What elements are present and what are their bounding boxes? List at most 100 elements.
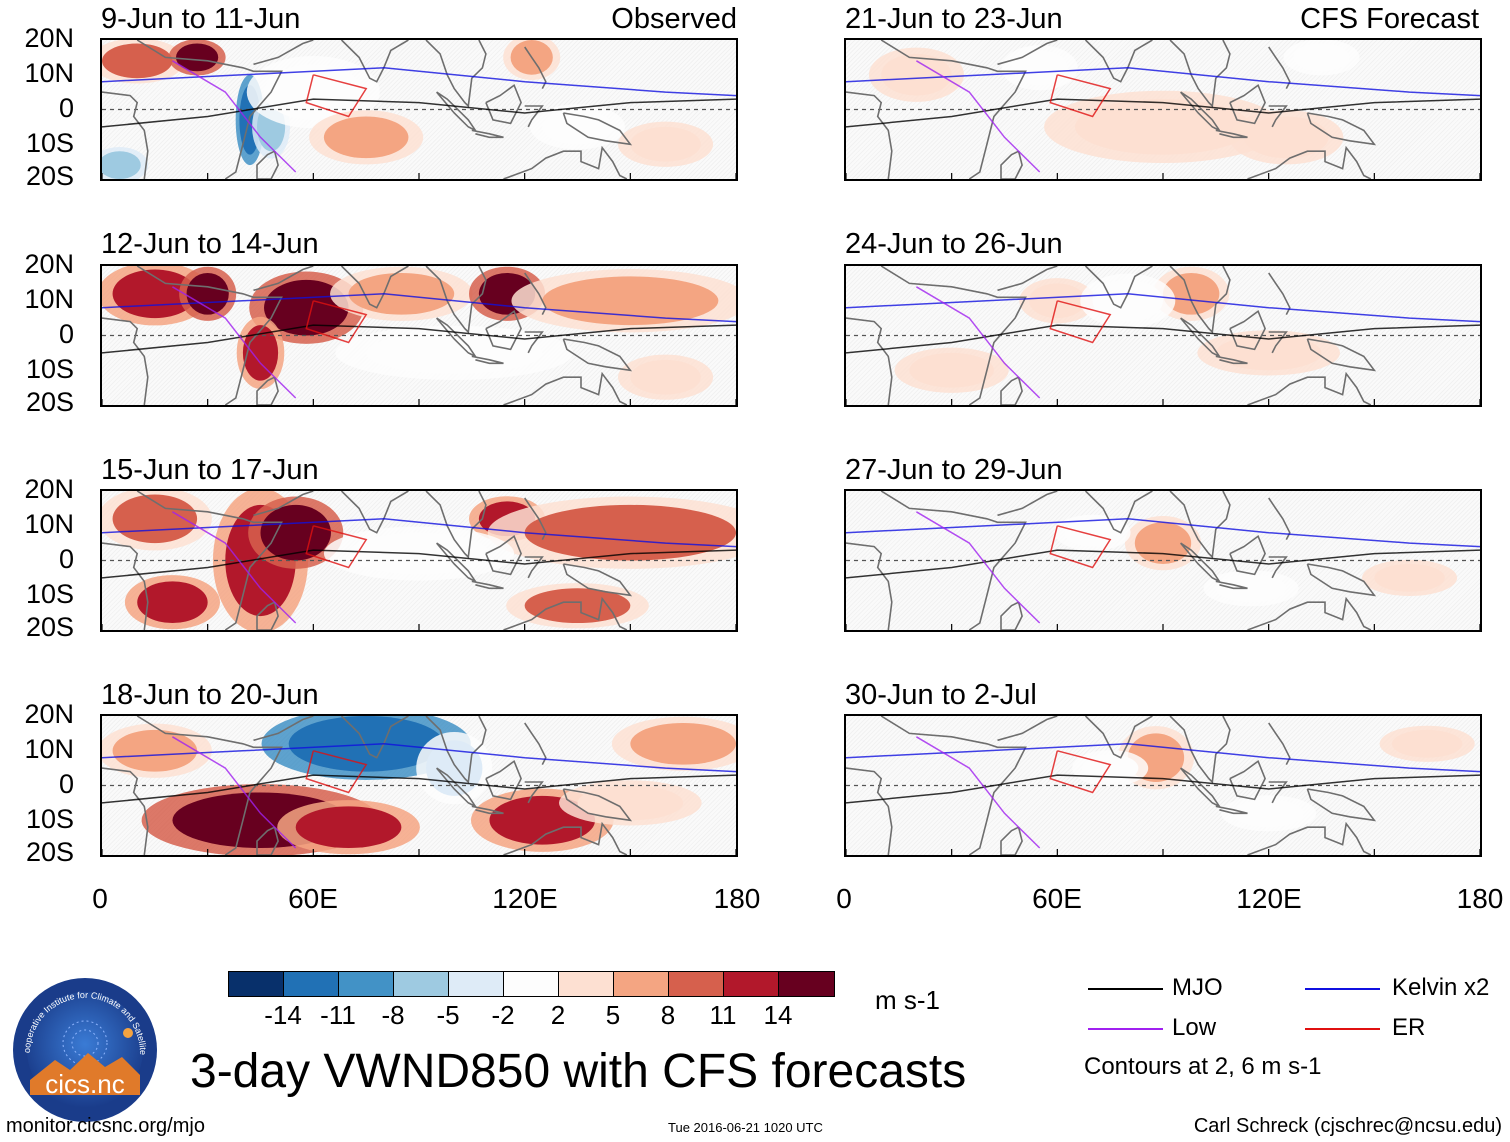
coastline xyxy=(880,716,1027,855)
wave-contour xyxy=(916,736,1041,849)
wave-contour xyxy=(305,750,368,794)
anomaly-blob xyxy=(577,785,684,821)
coastline xyxy=(1268,331,1288,354)
coastline xyxy=(1268,497,1291,540)
map-panel-7 xyxy=(844,489,1482,632)
legend-label-kelvin: Kelvin x2 xyxy=(1392,974,1490,1001)
wave-contour xyxy=(846,98,1480,128)
colorbar-swatch xyxy=(284,972,339,996)
lat-tick-label: 10S xyxy=(25,579,74,609)
lat-tick-label: 10S xyxy=(25,804,74,834)
colorbar-swatch xyxy=(229,972,284,996)
colorbar-tick-label: 14 xyxy=(763,1000,793,1030)
anomaly-blob xyxy=(348,272,455,315)
anomaly-blob xyxy=(1215,335,1322,371)
coastline xyxy=(102,317,149,405)
anomaly-blob xyxy=(630,722,736,765)
panel-title-2: 12-Jun to 14-Jun xyxy=(101,228,319,260)
coastline xyxy=(1169,716,1231,784)
coastline xyxy=(997,266,1058,292)
anomaly-blob xyxy=(1244,116,1329,159)
colorbar-tick-label: -5 xyxy=(436,1000,460,1030)
coastline xyxy=(136,40,283,179)
anomaly-blob xyxy=(1374,563,1445,592)
coastline xyxy=(253,40,314,66)
wave-contour xyxy=(846,518,1480,548)
legend-line-mjo xyxy=(1088,988,1163,990)
coastline xyxy=(425,716,487,784)
panel-title-8: 30-Jun to 2-Jul xyxy=(845,679,1037,711)
coastline xyxy=(562,563,633,597)
anomaly-blob xyxy=(909,352,994,388)
anomaly-blob xyxy=(542,276,719,326)
panel-tag-forecast: CFS Forecast xyxy=(1300,3,1479,35)
coastline xyxy=(485,83,522,125)
lat-tick-label: 10N xyxy=(24,734,74,764)
coastline xyxy=(471,355,504,365)
map-panel-8 xyxy=(844,714,1482,857)
lat-tick-label: 20S xyxy=(25,612,74,642)
anomaly-blob xyxy=(260,504,331,561)
coastline xyxy=(503,596,628,630)
coastline xyxy=(1169,491,1231,559)
coastline xyxy=(1268,556,1288,579)
wave-contour xyxy=(305,74,368,118)
coastline xyxy=(485,534,522,576)
map-svg-6 xyxy=(846,266,1480,405)
coastline xyxy=(524,46,547,89)
wave-contour xyxy=(102,98,736,128)
colorbar-unit: m s-1 xyxy=(875,985,940,1015)
colorbar-swatch xyxy=(504,972,559,996)
anomaly-blob xyxy=(242,325,279,381)
coastline xyxy=(1169,266,1231,334)
panel-title-1: 9-Jun to 11-Jun xyxy=(101,3,301,35)
coastline xyxy=(524,272,547,315)
wave-contour xyxy=(172,736,297,849)
colorbar xyxy=(228,971,835,997)
coastline xyxy=(425,491,487,559)
coastline xyxy=(503,821,628,855)
coastline xyxy=(485,309,522,351)
colorbar-swatch xyxy=(339,972,394,996)
panel-title-6: 24-Jun to 26-Jun xyxy=(845,228,1063,260)
lat-tick-label: 0 xyxy=(58,769,74,799)
coastline xyxy=(997,491,1058,517)
map-svg-5 xyxy=(846,40,1480,179)
lon-tick-label: 60E xyxy=(288,883,338,914)
map-svg-4 xyxy=(102,716,736,855)
coastline xyxy=(524,781,544,804)
coastline xyxy=(1229,534,1266,576)
coastline xyxy=(253,491,314,517)
colorbar-swatch xyxy=(779,972,834,996)
coastline xyxy=(1084,266,1153,309)
coastline xyxy=(1268,105,1288,128)
coastline xyxy=(846,317,893,405)
coastline xyxy=(1000,601,1023,630)
colorbar-tick-label: -8 xyxy=(381,1000,405,1030)
coastline xyxy=(1215,805,1248,815)
panel-title-3: 15-Jun to 17-Jun xyxy=(101,454,319,486)
coastline xyxy=(997,716,1058,742)
anomaly-blob xyxy=(264,64,363,120)
coastline xyxy=(102,767,149,855)
anomaly-blob xyxy=(1215,574,1287,603)
logo-wordmark: cics.nc xyxy=(45,1069,124,1099)
wave-contour xyxy=(916,60,1041,173)
panel-title-5: 21-Jun to 23-Jun xyxy=(845,3,1063,35)
lon-tick-label: 120E xyxy=(492,883,558,914)
footer-url[interactable]: monitor.cicsnc.org/mjo xyxy=(6,1115,205,1137)
colorbar-tick-label: -14 xyxy=(264,1000,302,1030)
legend-line-kelvin xyxy=(1305,988,1380,990)
wave-contour xyxy=(846,549,1480,579)
panel-title-4: 18-Jun to 20-Jun xyxy=(101,679,319,711)
legend-label-mjo: MJO xyxy=(1172,974,1223,1001)
lat-tick-label: 0 xyxy=(58,319,74,349)
panel-tag-observed: Observed xyxy=(611,3,737,35)
wave-contour xyxy=(1049,750,1112,794)
coastline xyxy=(471,805,504,815)
coastline xyxy=(1000,826,1023,855)
coastline xyxy=(1215,129,1248,139)
lat-tick-label: 20N xyxy=(24,474,74,504)
coastline xyxy=(256,150,279,179)
coastline xyxy=(846,542,893,630)
